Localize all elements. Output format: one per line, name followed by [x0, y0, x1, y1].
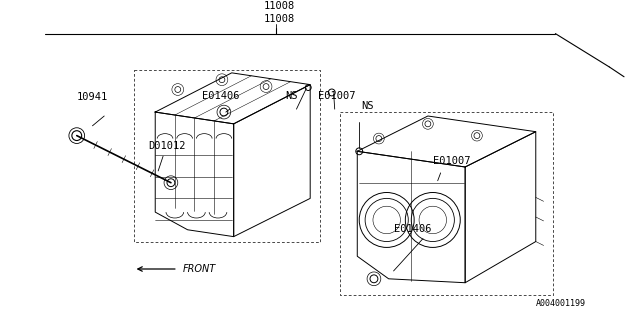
Text: FRONT: FRONT — [182, 264, 216, 274]
Text: D01012: D01012 — [148, 141, 186, 151]
Text: 11008: 11008 — [264, 14, 295, 24]
Text: E01007: E01007 — [433, 156, 470, 166]
Text: NS: NS — [285, 91, 298, 101]
Text: 11008: 11008 — [264, 1, 295, 11]
Text: 10941: 10941 — [77, 92, 108, 102]
Text: NS: NS — [361, 101, 374, 111]
Text: A004001199: A004001199 — [536, 299, 586, 308]
Text: E01406: E01406 — [202, 91, 240, 101]
Text: E01007: E01007 — [318, 91, 356, 101]
Text: E01406: E01406 — [394, 224, 431, 234]
